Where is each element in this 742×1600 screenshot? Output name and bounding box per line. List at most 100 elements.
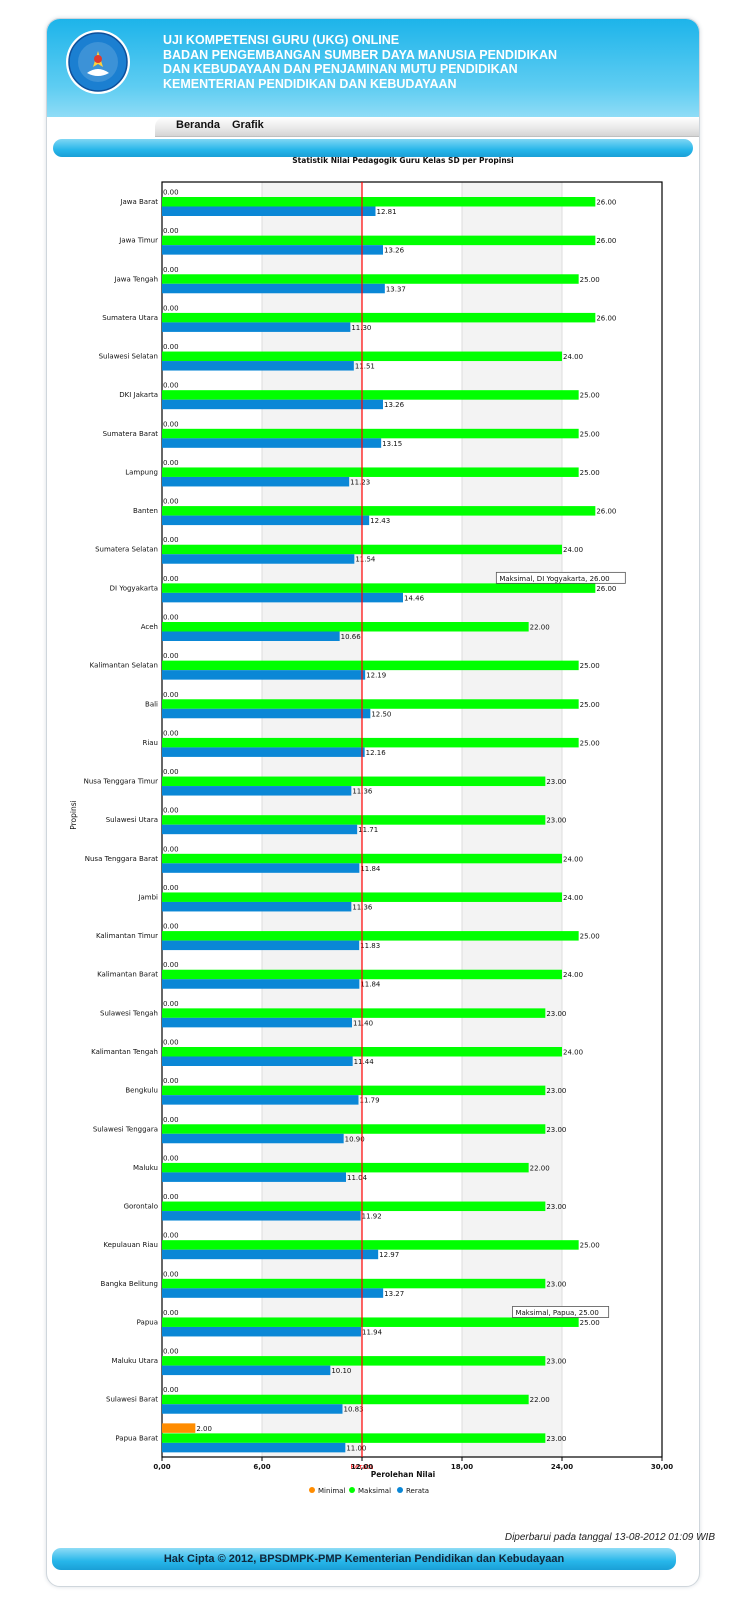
title-line-2: BADAN PENGEMBANGAN SUMBER DAYA MANUSIA P… [163,47,558,62]
data-label-rerata: 12.19 [366,672,386,680]
y-axis-title: Propinsi [69,800,78,830]
title-line-4: KEMENTERIAN PENDIDIKAN DAN KEBUDAYAAN [163,76,457,91]
data-label-rerata: 11.30 [351,324,371,332]
data-label-maksimal: 23.00 [546,1087,566,1095]
data-label-rerata: 11.40 [353,1019,373,1027]
chart-title: Statistik Nilai Pedagogik Guru Kelas SD … [292,156,513,165]
footer-copyright: Hak Cipta © 2012, BPSDMPK-PMP Kementeria… [52,1548,676,1570]
data-label-maksimal: 26.00 [596,508,616,516]
tooltip: Maksimal, DI Yogyakarta, 26.00 [495,571,626,584]
x-tick-label: 30,00 [651,1463,673,1471]
legend-item-maksimal[interactable]: Maksimal [349,1487,391,1495]
nav-beranda[interactable]: Beranda [176,119,221,131]
data-label-minimal: 0.00 [163,1077,179,1085]
x-tick-label: 18,00 [451,1463,473,1471]
data-label-rerata: 11.71 [358,826,378,834]
bar-rerata [162,554,355,564]
bar-rerata [162,1056,353,1066]
data-label-rerata: 11.83 [360,942,380,950]
data-label-rerata: 13.26 [384,247,405,255]
data-label-maksimal: 22.00 [530,1164,550,1172]
data-label-minimal: 0.00 [163,729,179,737]
data-label-minimal: 0.00 [163,652,179,660]
data-label-minimal: 0.00 [163,691,179,699]
bar-rerata [162,1211,361,1221]
data-label-maksimal: 25.00 [580,662,600,670]
data-label-maksimal: 23.00 [546,1010,566,1018]
category-label: Sumatera Selatan [95,546,158,554]
bar-rerata [162,592,403,603]
data-label-rerata: 11.54 [355,556,376,564]
site-header: UJI KOMPETENSI GURU (UKG) ONLINE BADAN P… [47,19,699,117]
bar-maksimal [162,467,579,477]
category-label: Riau [142,739,158,747]
header-divider-bar [53,139,693,157]
bar-rerata [162,1249,379,1260]
legend-item-minimal[interactable]: Minimal [309,1487,345,1495]
data-label-minimal: 0.00 [163,343,179,351]
category-label: Kalimantan Timur [96,932,158,940]
bar-rerata [162,1404,343,1414]
legend-marker [309,1487,315,1493]
data-label-minimal: 0.00 [163,1386,179,1394]
data-label-minimal: 2.00 [196,1425,212,1433]
data-label-minimal: 0.00 [163,1039,179,1047]
bar-rerata [162,1288,384,1298]
data-label-rerata: 11.36 [352,903,373,911]
tut-wuri-handayani-logo [66,30,130,94]
nav-grafik[interactable]: Grafik [232,119,264,131]
bar-maksimal [162,931,579,941]
data-label-rerata: 11.36 [352,788,373,796]
data-label-minimal: 0.00 [163,1348,179,1356]
bar-rerata [162,901,352,912]
grid-band [562,182,662,1457]
data-label-maksimal: 24.00 [563,1049,583,1057]
legend-marker [349,1487,355,1493]
category-label: Sulawesi Tenggara [93,1125,158,1133]
bar-maksimal [162,583,596,593]
category-label: Bali [145,700,158,708]
data-label-maksimal: 22.00 [530,624,550,632]
legend-item-rerata[interactable]: Rerata [397,1487,429,1495]
data-label-maksimal: 26.00 [596,199,616,207]
data-label-rerata: 11.94 [362,1328,383,1336]
bar-maksimal [162,737,579,748]
bar-maksimal [162,622,529,632]
category-label: Sulawesi Barat [106,1396,158,1404]
bar-maksimal [162,428,579,439]
data-label-rerata: 11.92 [362,1213,382,1221]
bar-rerata [162,1095,359,1105]
data-label-minimal: 0.00 [163,1270,179,1278]
category-label: Sumatera Utara [102,314,158,322]
data-label-rerata: 13.27 [384,1290,404,1298]
data-label-minimal: 0.00 [163,189,179,197]
data-label-rerata: 13.15 [382,440,402,448]
data-label-rerata: 11.00 [346,1444,366,1452]
data-label-maksimal: 25.00 [580,701,600,709]
category-label: Jawa Tengah [113,275,158,283]
data-label-maksimal: 23.00 [546,1280,566,1288]
updated-timestamp: Diperbarui pada tanggal 13-08-2012 01:09… [504,1532,715,1543]
bar-rerata [162,1172,346,1182]
bar-chart: Statistik Nilai Pedagogik Guru Kelas SD … [69,156,673,1495]
data-label-minimal: 0.00 [163,420,179,428]
legend-label: Maksimal [358,1487,391,1495]
bar-maksimal [162,235,596,246]
bar-maksimal [162,815,546,825]
data-label-minimal: 0.00 [163,536,179,544]
data-label-maksimal: 22.00 [530,1396,550,1404]
category-label: Nusa Tenggara Barat [85,855,158,863]
data-label-minimal: 0.00 [163,1193,179,1201]
data-label-maksimal: 25.00 [580,1319,600,1327]
category-label: Maluku Utara [111,1357,158,1365]
category-label: Kalimantan Tengah [91,1048,158,1056]
bar-maksimal [162,1008,546,1018]
category-label: Kalimantan Barat [97,971,158,979]
data-label-maksimal: 24.00 [563,855,583,863]
bar-maksimal [162,1085,546,1096]
bar-maksimal [162,776,546,787]
bar-rerata [162,863,360,873]
bar-minimal [162,1423,196,1433]
data-label-rerata: 11.44 [354,1058,375,1066]
tooltip-text: Maksimal, DI Yogyakarta, 26.00 [499,575,609,583]
